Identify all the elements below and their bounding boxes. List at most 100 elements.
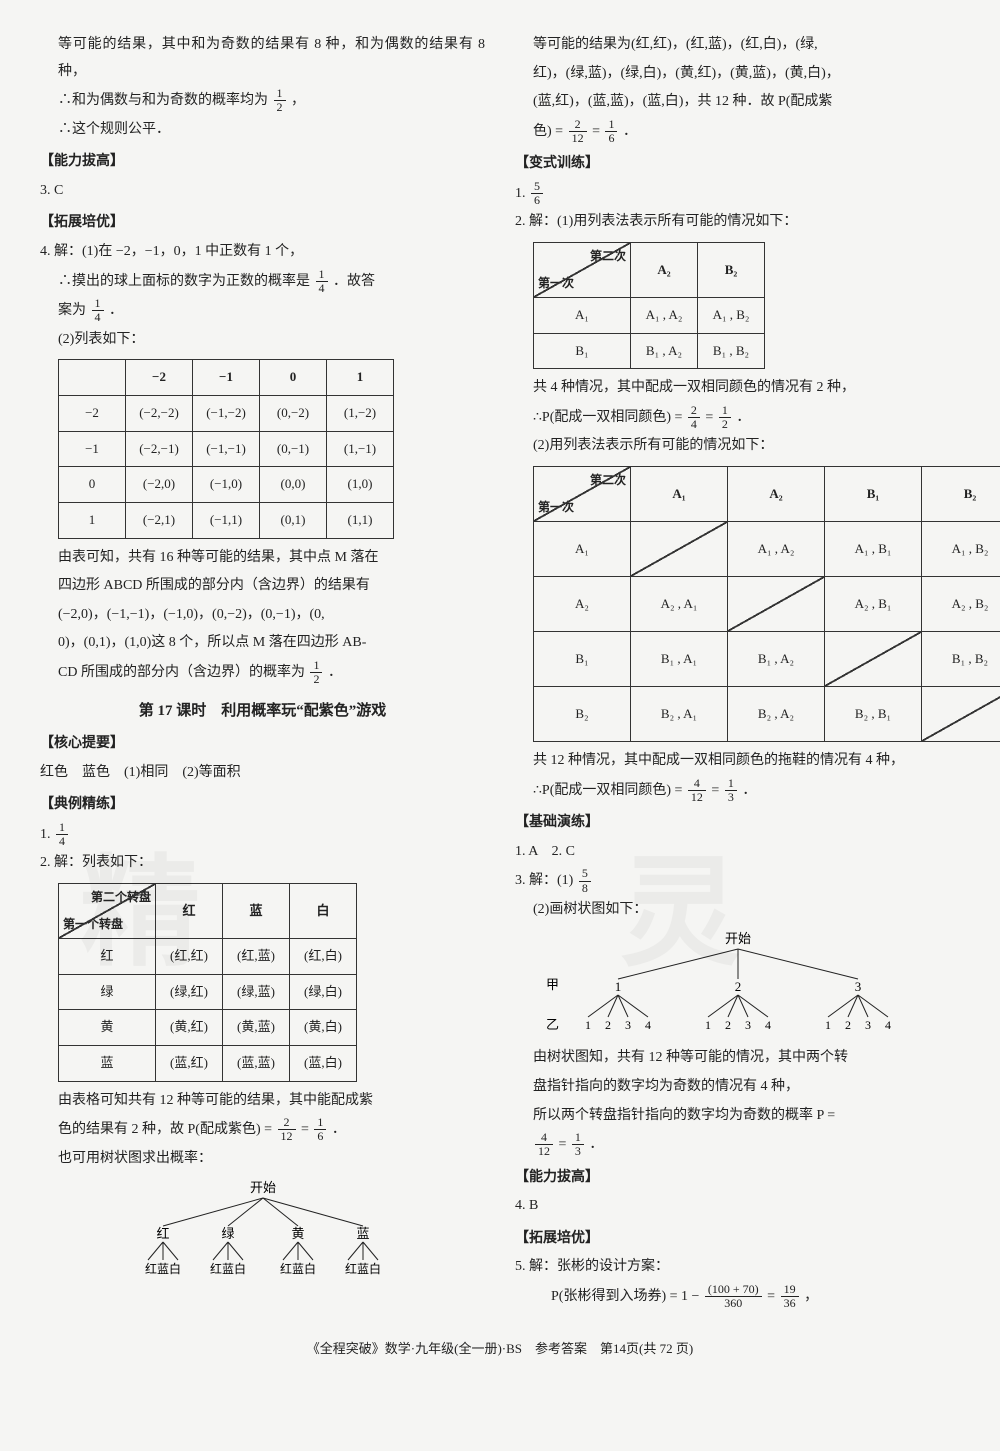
section-label: 【能力拔高】 — [40, 149, 485, 176]
svg-text:4: 4 — [885, 1018, 891, 1032]
fraction: 212 — [278, 1116, 296, 1143]
text: 案为 — [58, 303, 86, 318]
text: ． — [589, 1137, 603, 1152]
fraction: 14 — [56, 821, 68, 848]
answer: 1. A 2. C — [515, 839, 960, 866]
answer: 1. 56 — [515, 180, 960, 208]
text: 共 4 种情况，其中配成一双相同颜色的情况有 2 种， — [533, 375, 960, 402]
svg-text:1: 1 — [585, 1018, 591, 1032]
text: (2)用列表法表示所有可能的情况如下： — [533, 433, 960, 460]
svg-text:1: 1 — [614, 979, 621, 994]
text: 第二个转盘 — [91, 886, 151, 909]
text: 色) = 212 = 16 ． — [533, 118, 960, 146]
svg-text:红蓝白: 红蓝白 — [209, 1261, 245, 1276]
text: CD 所围成的部分内（含边界）的概率为 12 ． — [58, 659, 485, 687]
text: 412 = 13 ． — [533, 1131, 960, 1159]
svg-text:红蓝白: 红蓝白 — [344, 1261, 380, 1276]
text: = — [592, 124, 600, 139]
th — [59, 360, 126, 396]
fraction: 212 — [569, 118, 587, 145]
diag-header: 第二个转盘 第一个转盘 — [59, 883, 156, 938]
svg-text:绿: 绿 — [221, 1226, 234, 1241]
text: = — [301, 1122, 309, 1137]
section-label: 【典例精练】 — [40, 792, 485, 819]
fraction: 12 — [274, 87, 286, 114]
text: ∴和为偶数与和为奇数的概率均为 12 ， — [58, 87, 485, 115]
text: ， — [804, 1289, 818, 1304]
text: ∴摸出的球上面标的数字为正数的概率是 — [58, 274, 310, 289]
svg-text:1: 1 — [825, 1018, 831, 1032]
fraction: (100 + 70)360 — [705, 1283, 762, 1310]
fraction: 56 — [531, 180, 543, 207]
right-column: 等可能的结果为(红,红)，(红,蓝)，(红,白)，(绿, 红)，(绿,蓝)，(绿… — [515, 30, 960, 1313]
text: 案为 14 ． — [58, 297, 485, 325]
fraction: 12 — [310, 659, 322, 686]
text: 2. 解：(1)用列表法表示所有可能的情况如下： — [515, 209, 960, 236]
svg-text:2: 2 — [725, 1018, 731, 1032]
text: 1. — [40, 827, 51, 842]
text: = — [559, 1137, 567, 1152]
fraction: 13 — [572, 1131, 584, 1158]
th: 1 — [327, 360, 394, 396]
text: ． — [328, 665, 342, 680]
fraction: 412 — [688, 777, 706, 804]
text: = — [767, 1289, 775, 1304]
text: 3. 解：(1) — [515, 873, 573, 888]
text: 1. — [515, 186, 526, 201]
svg-text:4: 4 — [765, 1018, 771, 1032]
svg-text:红蓝白: 红蓝白 — [279, 1261, 315, 1276]
text: 第一次 — [538, 496, 574, 519]
text: CD 所围成的部分内（含边界）的概率为 — [58, 665, 305, 680]
text: ， — [291, 93, 305, 108]
text: = — [711, 783, 719, 798]
th: −2 — [126, 360, 193, 396]
text: 0)，(0,1)，(1,0)这 8 个，所以点 M 落在四边形 AB- — [58, 630, 485, 657]
text: 红)，(绿,蓝)，(绿,白)，(黄,红)，(黄,蓝)，(黄,白)， — [533, 61, 960, 88]
svg-text:3: 3 — [625, 1018, 631, 1032]
svg-text:乙: 乙 — [546, 1017, 559, 1032]
tree-diagram-1: 开始 红 绿 黄 蓝 红蓝白 红蓝白 红蓝白 红蓝白 — [113, 1178, 413, 1278]
answer: 3. 解：(1) 58 — [515, 867, 960, 895]
svg-text:4: 4 — [645, 1018, 651, 1032]
text: 第二次 — [590, 245, 626, 268]
section-label: 【核心提要】 — [40, 731, 485, 758]
text: ∴P(配成一双相同颜色) = — [533, 783, 682, 798]
text: 第一个转盘 — [63, 913, 123, 936]
text: P(张彬得到入场券) = 1 − — [551, 1289, 699, 1304]
page-footer: 《全程突破》数学·九年级(全一册)·BS 参考答案 第14页(共 72 页) — [40, 1337, 960, 1362]
section-label: 【变式训练】 — [515, 151, 960, 178]
text: 由表格可知共有 12 种等可能的结果，其中能配成紫 — [58, 1088, 485, 1115]
text: (蓝,红)，(蓝,蓝)，(蓝,白)，共 12 种．故 P(配成紫 — [533, 89, 960, 116]
fraction: 412 — [535, 1131, 553, 1158]
text: 第一次 — [538, 272, 574, 295]
text: ． — [742, 783, 756, 798]
text: ． — [736, 410, 750, 425]
fraction: 14 — [316, 268, 328, 295]
text: (2)画树状图如下： — [533, 897, 960, 924]
svg-text:1: 1 — [705, 1018, 711, 1032]
text: (−2,0)，(−1,−1)，(−1,0)，(0,−2)，(0,−1)，(0, — [58, 602, 485, 629]
answer: 4. B — [515, 1193, 960, 1220]
table-1: −2 −1 0 1 −2(−2,−2)(−1,−2)(0,−2)(1,−2) −… — [58, 359, 394, 538]
svg-text:3: 3 — [854, 979, 861, 994]
svg-text:红: 红 — [156, 1226, 169, 1241]
tree-diagram-2: 开始 甲 1 2 3 乙 1234 1234 1234 — [528, 929, 948, 1039]
lesson-title: 第 17 课时 利用概率玩“配紫色”游戏 — [40, 697, 485, 726]
fraction: 24 — [688, 404, 700, 431]
fraction: 58 — [579, 867, 591, 894]
fraction: 13 — [725, 777, 737, 804]
text: 也可用树状图求出概率： — [58, 1146, 485, 1173]
text: 红色 蓝色 (1)相同 (2)等面积 — [40, 760, 485, 787]
text: 5. 解：张彬的设计方案： — [515, 1254, 960, 1281]
fraction: 16 — [314, 1116, 326, 1143]
text: ．故答 — [333, 274, 375, 289]
text: 由表可知，共有 16 种等可能的结果，其中点 M 落在 — [58, 545, 485, 572]
section-label: 【基础演练】 — [515, 810, 960, 837]
svg-text:2: 2 — [605, 1018, 611, 1032]
text: 色的结果有 2 种，故 P(配成紫色) = — [58, 1122, 272, 1137]
text: ∴摸出的球上面标的数字为正数的概率是 14 ．故答 — [58, 268, 485, 296]
section-label: 【拓展培优】 — [40, 210, 485, 237]
svg-text:3: 3 — [745, 1018, 751, 1032]
fraction: 12 — [719, 404, 731, 431]
text: (2)列表如下： — [58, 327, 485, 354]
